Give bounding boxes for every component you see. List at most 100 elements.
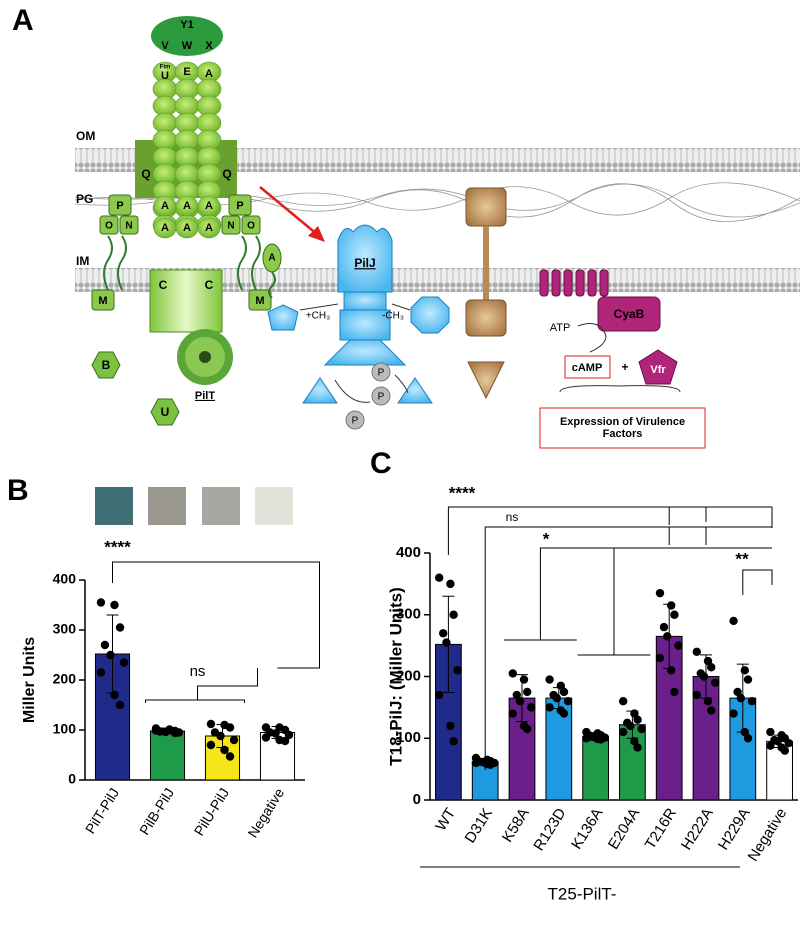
data-point [618,727,628,737]
data-point [637,724,646,734]
phospho-label: P [378,392,385,403]
x-tick-label: K58A [499,805,533,845]
data-point [659,622,669,632]
data-point [115,700,125,710]
data-point [434,690,444,700]
data-point [740,666,749,675]
data-point [271,729,280,738]
data-point [96,668,106,677]
y-tick-label: 300 [53,621,77,637]
data-point [284,730,294,740]
x-tick-label: H222A [678,805,717,853]
data-point [559,687,569,697]
x-tick-label: Negative [244,785,287,841]
data-point [206,740,216,750]
data-point [633,743,642,752]
protein-label: U [161,405,170,419]
data-point [655,588,665,598]
y-tick-label: 300 [396,606,421,623]
data-point [438,629,448,638]
data-point [559,709,569,718]
data-point [667,666,676,675]
protein-label: A [161,222,169,234]
connector [577,323,607,353]
data-point [110,690,119,700]
layer-label: IM [76,254,89,268]
bracket [539,547,772,655]
bracket [112,561,320,669]
data-point [523,724,532,734]
output-box [539,407,706,449]
y-axis-title: Miller Units [21,637,38,723]
transporter [467,361,505,400]
x-tick-label: WT [432,805,459,834]
bar [655,635,683,801]
data-point [740,727,749,737]
tm-helix [103,235,261,291]
x-axis-title: T25-PilT- [548,884,617,903]
bracket [742,569,773,595]
data-point [733,687,742,697]
data-point [96,598,106,607]
x-tick-label: PilB-PilJ [136,785,177,838]
data-point [747,697,757,706]
protein-label: M [255,295,264,307]
x-tick-label: H229A [715,805,754,853]
pilus [152,61,222,239]
data-point [766,727,775,737]
annotation: **** [449,483,476,502]
data-point [670,687,679,697]
data-point [692,647,701,656]
y-tick-label: 100 [396,729,421,746]
transporter [465,299,507,337]
data-point [707,663,716,672]
cyab [597,296,661,332]
motor-platform [149,269,223,333]
data-point [552,693,561,703]
protein-label: N [227,221,234,232]
data-point [674,641,683,650]
pilj [267,224,450,404]
transporter [465,187,507,227]
data-point [780,746,790,755]
x-tick-label: PilU-PilJ [191,785,233,838]
data-point [261,733,271,742]
y-axis-title: T18-PilJ: (Miller Units) [386,587,405,766]
data-point [486,760,495,770]
data-point [508,709,517,718]
arrow-head [308,226,325,242]
protein-label: A [183,222,191,234]
plate [202,487,240,525]
data-point [582,734,591,743]
x-tick-label: T216R [642,805,680,852]
protein-label: A [205,222,213,234]
data-point [100,640,110,650]
bracket [484,526,772,770]
data-point [453,666,462,675]
protein-label: Q [222,167,231,181]
y-tick-label: 400 [53,571,77,587]
y-tick-label: 100 [53,721,77,737]
plus-label: + [621,360,628,374]
protein-label: PilJ [354,256,375,270]
panel-label: B [7,474,29,507]
y-tick-label: 0 [413,791,421,808]
data-point [545,675,554,684]
data-point [784,738,794,748]
protein-label: A [161,200,169,212]
data-point [449,737,458,746]
protein-label: O [105,221,113,232]
output-label: Expression of Virulence Factors [559,416,686,440]
methyl-label: +CH₃ [306,311,330,322]
data-point [556,681,565,690]
data-point [110,600,119,610]
y-tick-label: 200 [396,667,421,684]
bar [149,730,186,781]
x-tick-label: PilT-PilJ [82,785,122,836]
data-point [766,741,775,750]
data-point [216,731,225,741]
data-point [545,703,554,712]
data-point [523,687,532,697]
output-box-text: Expression of Virulence Factors [559,416,686,440]
